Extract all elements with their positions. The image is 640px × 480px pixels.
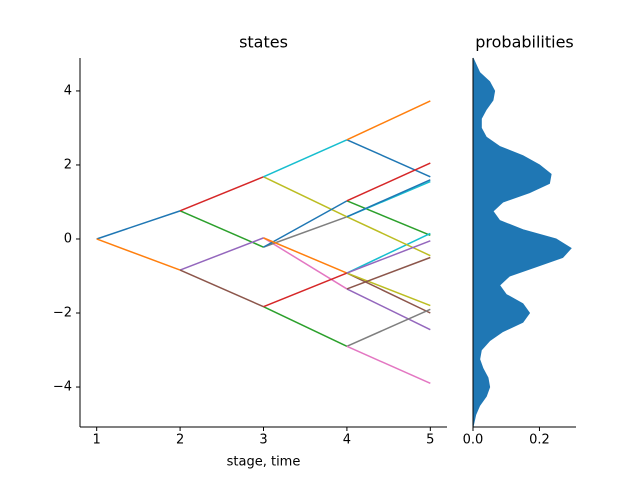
- chart-title: probabilities: [475, 33, 574, 52]
- y-tick-label: −2: [53, 306, 72, 321]
- x-tick-label: 5: [426, 433, 434, 448]
- tree-branch: [263, 139, 348, 178]
- tree-branch: [346, 272, 431, 307]
- density-area: [472, 57, 572, 428]
- tree-branch: [346, 162, 431, 202]
- tree-branch: [346, 216, 431, 257]
- tree-branch: [263, 176, 348, 218]
- x-axis-label: stage, time: [227, 455, 301, 470]
- tree-branch: [179, 176, 264, 212]
- x-tick-label: 3: [259, 433, 267, 448]
- x-tick-label: 0.2: [529, 433, 550, 448]
- x-tick-label: 4: [343, 433, 351, 448]
- tree-branch: [346, 139, 431, 178]
- tree-branch: [346, 308, 431, 348]
- tree-branch: [346, 200, 431, 236]
- tree-branch: [179, 269, 264, 308]
- x-tick-label: 0.0: [463, 433, 484, 448]
- tree-branch: [263, 237, 348, 290]
- tree-branch: [346, 240, 431, 274]
- tree-branch: [346, 179, 431, 218]
- tree-branch: [96, 210, 181, 240]
- tree-branch: [346, 288, 431, 331]
- y-tick-label: −4: [53, 380, 72, 395]
- x-tick-label: 2: [176, 433, 184, 448]
- tree-branch: [96, 238, 181, 271]
- tree-branch: [179, 237, 264, 271]
- tree-branch: [346, 256, 431, 290]
- tree-branch: [263, 306, 348, 347]
- tree-branch: [179, 210, 264, 248]
- chart-title: states: [239, 33, 288, 52]
- y-tick-label: 4: [64, 83, 72, 98]
- tree-branch: [263, 216, 348, 248]
- tree-branch: [263, 200, 348, 248]
- tree-branch: [346, 272, 431, 314]
- y-tick-label: 2: [64, 157, 72, 172]
- y-tick-label: 0: [64, 231, 72, 246]
- x-tick-label: 1: [93, 433, 101, 448]
- tree-branch: [263, 237, 348, 274]
- tree-branch: [263, 272, 348, 308]
- tree-branch: [346, 345, 431, 385]
- tree-branch: [346, 232, 431, 274]
- tree-branch: [346, 100, 431, 141]
